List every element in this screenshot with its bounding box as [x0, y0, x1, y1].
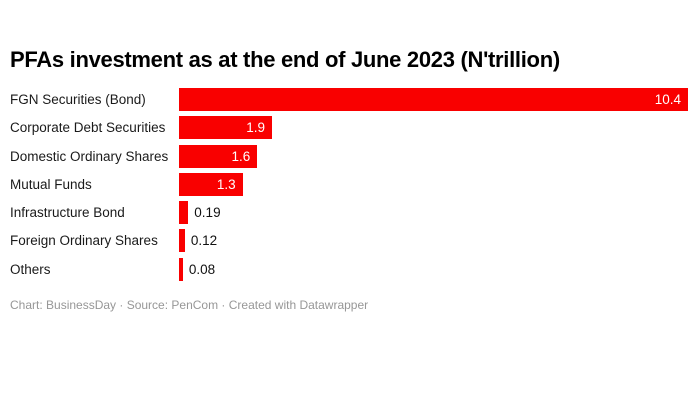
chart-title: PFAs investment as at the end of June 20… [10, 47, 560, 72]
value-label: 1.9 [246, 120, 265, 136]
bar: 1.3 [179, 172, 243, 196]
value-label: 10.4 [654, 92, 681, 107]
category-label: FGN Securities (Bond) [10, 92, 146, 107]
chart-row: Infrastructure Bond 0.19 [10, 201, 690, 229]
category-label: Mutual Funds [10, 176, 92, 192]
category-label: Domestic Ordinary Shares [10, 148, 169, 164]
chart-row: Foreign Ordinary Shares 0.12 [10, 229, 690, 257]
bar: 10.4 [179, 88, 688, 111]
chart-row: Domestic Ordinary Shares 1.6 [10, 144, 690, 173]
bar-track: 0.12 [179, 229, 690, 253]
bar-track: 1.6 [179, 144, 690, 168]
bar [179, 257, 183, 281]
chart-row: Others 0.08 [10, 257, 690, 286]
bar [179, 229, 185, 253]
value-label: 1.3 [216, 176, 236, 192]
chart-row: FGN Securities (Bond) 10.4 [10, 88, 690, 116]
bar-track: 1.3 [179, 172, 690, 196]
category-label: Corporate Debt Securities [10, 120, 166, 136]
category-label: Others [10, 261, 51, 277]
bar: 1.9 [179, 116, 272, 140]
attribution-note: Chart: BusinessDay · Source: PenCom · Cr… [10, 298, 369, 312]
bar [179, 201, 189, 225]
value-label: 0.12 [190, 233, 218, 249]
bar-track: 0.08 [179, 257, 690, 281]
value-label: 0.19 [194, 205, 221, 221]
chart-row: Mutual Funds 1.3 [10, 172, 690, 201]
bar-track: 10.4 [179, 88, 690, 111]
category-label: Infrastructure Bond [10, 205, 125, 221]
value-label: 0.08 [188, 261, 216, 277]
bar-track: 1.9 [179, 116, 690, 140]
bar-track: 0.19 [179, 201, 690, 225]
category-label: Foreign Ordinary Shares [10, 233, 158, 249]
chart-row: Corporate Debt Securities 1.9 [10, 116, 690, 144]
value-label: 1.6 [231, 148, 251, 164]
bar-chart: FGN Securities (Bond) 10.4 Corporate Debt … [10, 88, 690, 286]
bar: 1.6 [179, 144, 258, 168]
